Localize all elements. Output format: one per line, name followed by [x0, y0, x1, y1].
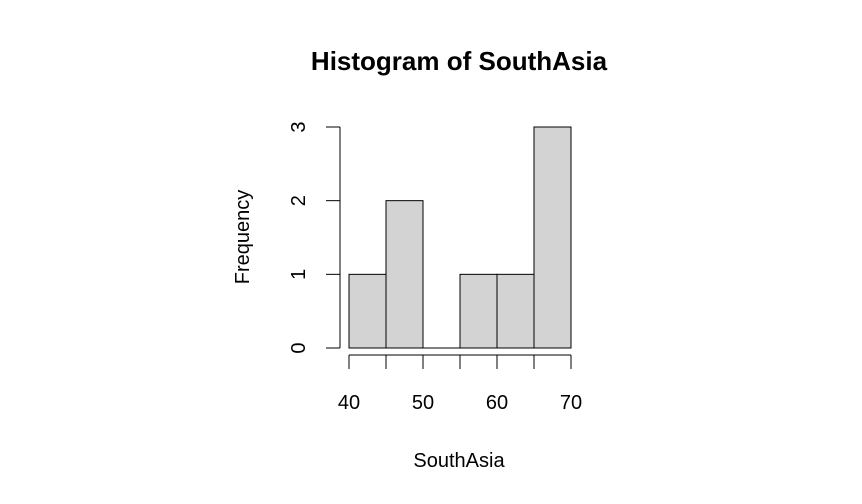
- x-axis: 40 50 60 70: [338, 354, 582, 414]
- x-tick-label: 60: [486, 392, 508, 414]
- y-tick-label: 3: [288, 121, 310, 132]
- histogram-bar: [533, 126, 572, 349]
- y-tick-label: 0: [288, 342, 310, 353]
- y-tick-label: 2: [288, 195, 310, 206]
- x-tick-label: 70: [560, 392, 582, 414]
- y-axis: 0 1 2 3: [288, 121, 341, 354]
- x-tick-label: 40: [338, 392, 360, 414]
- histogram-bar: [385, 200, 424, 349]
- y-axis-label: Frequency: [232, 190, 254, 285]
- chart-title: Histogram of SouthAsia: [311, 46, 608, 76]
- histogram-bar: [348, 273, 387, 349]
- x-axis-label: SouthAsia: [413, 450, 505, 472]
- y-tick-label: 1: [288, 269, 310, 280]
- bars-group: [348, 126, 572, 349]
- histogram-bar: [496, 273, 535, 349]
- x-tick-label: 50: [412, 392, 434, 414]
- histogram-bar: [459, 273, 498, 349]
